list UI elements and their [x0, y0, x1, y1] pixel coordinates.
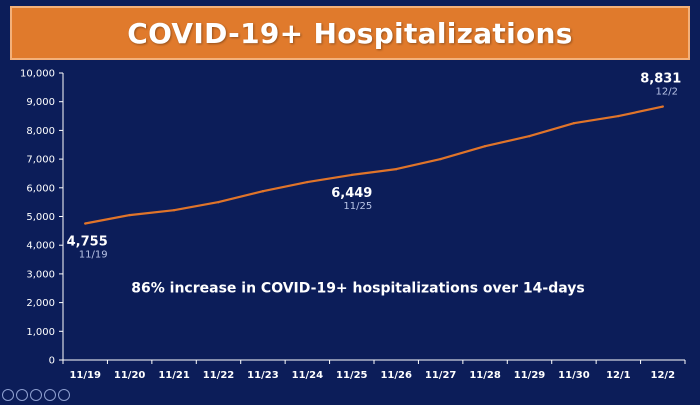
data-point — [128, 213, 131, 217]
data-point — [217, 200, 220, 204]
chart-annotation: 86% increase in COVID-19+ hospitalizatio… — [131, 281, 584, 297]
data-point — [617, 114, 620, 118]
data-label-value: 4,755 — [67, 235, 108, 250]
y-tick-label: 1,000 — [26, 327, 55, 338]
x-tick-label: 11/22 — [203, 370, 235, 381]
data-point — [306, 180, 309, 184]
y-tick-label: 4,000 — [26, 241, 55, 252]
x-tick-label: 11/27 — [425, 370, 457, 381]
data-point — [661, 105, 664, 108]
x-tick-label: 11/30 — [558, 370, 590, 381]
x-tick-label: 11/24 — [292, 370, 324, 381]
x-tick-label: 11/21 — [158, 370, 190, 381]
data-label-date: 12/2 — [656, 87, 678, 98]
data-point — [572, 122, 576, 125]
y-tick-label: 10,000 — [20, 69, 55, 80]
chart-title: COVID-19+ Hospitalizations — [127, 16, 573, 50]
y-tick-label: 8,000 — [26, 126, 55, 137]
x-tick-label: 12/1 — [606, 370, 631, 381]
data-point — [439, 157, 442, 161]
x-tick-label: 11/29 — [514, 370, 546, 381]
data-label-value: 8,831 — [640, 72, 681, 87]
next-slide-icon[interactable] — [58, 389, 70, 401]
y-tick-label: 3,000 — [26, 269, 55, 280]
data-point — [395, 167, 398, 171]
x-tick-label: 11/20 — [114, 370, 146, 381]
title-banner: COVID-19+ Hospitalizations — [10, 6, 690, 60]
prev-slide-icon[interactable] — [2, 389, 14, 401]
data-label-date: 11/19 — [79, 250, 108, 261]
x-tick-label: 11/19 — [69, 370, 101, 381]
x-tick-label: 11/23 — [247, 370, 279, 381]
x-tick-label: 11/28 — [469, 370, 501, 381]
y-tick-label: 7,000 — [26, 155, 55, 166]
data-point — [84, 222, 87, 225]
data-label-date: 11/25 — [343, 201, 372, 212]
data-point — [483, 144, 487, 148]
data-point — [528, 134, 531, 138]
data-label-value: 6,449 — [331, 186, 372, 201]
data-point — [261, 190, 265, 193]
zoom-icon[interactable] — [30, 389, 42, 401]
data-point — [172, 208, 176, 212]
presentation-controls[interactable] — [2, 389, 70, 403]
y-tick-label: 6,000 — [26, 183, 55, 194]
data-point — [350, 173, 353, 177]
y-tick-label: 9,000 — [26, 97, 55, 108]
x-tick-label: 12/2 — [651, 370, 676, 381]
x-tick-label: 11/26 — [380, 370, 412, 381]
y-tick-label: 5,000 — [26, 212, 55, 223]
x-tick-label: 11/25 — [336, 370, 368, 381]
menu-icon[interactable] — [44, 389, 56, 401]
y-tick-label: 0 — [49, 356, 55, 367]
pen-icon[interactable] — [16, 389, 28, 401]
y-tick-label: 2,000 — [26, 298, 55, 309]
series-line — [84, 105, 664, 225]
